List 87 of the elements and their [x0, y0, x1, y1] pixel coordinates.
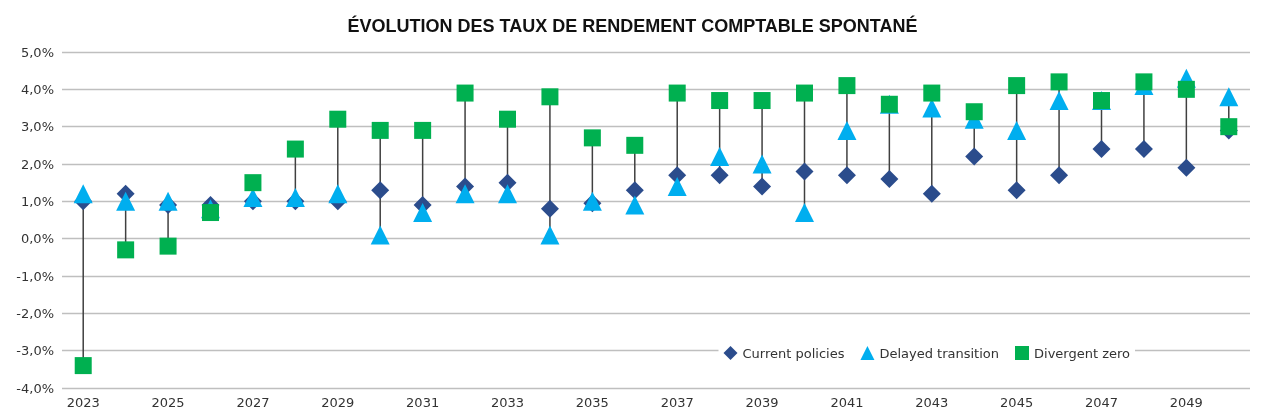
point — [1177, 158, 1196, 177]
point — [540, 225, 560, 245]
x-tick-label: 2049 — [1169, 395, 1203, 410]
x-tick-label: 2039 — [745, 395, 779, 410]
point — [668, 84, 686, 102]
point — [456, 84, 474, 102]
point — [117, 241, 135, 259]
point — [499, 110, 516, 128]
point — [837, 120, 857, 140]
point — [880, 169, 899, 188]
x-tick-label: 2041 — [830, 395, 864, 410]
x-tick-label: 2029 — [321, 395, 355, 410]
point — [752, 154, 772, 174]
x-tick-label: 2027 — [236, 395, 270, 410]
point — [710, 147, 730, 167]
y-tick-label: 4,0% — [20, 81, 54, 97]
point — [371, 121, 389, 139]
chart-title: ÉVOLUTION DES TAUX DE RENDEMENT COMPTABLE SPONTANÉ — [347, 15, 918, 36]
y-tick-label: -1,0% — [16, 268, 54, 284]
point — [796, 84, 813, 102]
y-tick-label: 1,0% — [20, 193, 54, 209]
point — [711, 92, 729, 110]
point — [667, 176, 687, 196]
point — [244, 174, 262, 192]
point — [1135, 73, 1153, 91]
y-tick-label: -2,0% — [16, 305, 54, 321]
x-tick-label: 2025 — [151, 395, 185, 410]
point — [923, 84, 941, 102]
y-tick-label: 5,0% — [20, 44, 54, 60]
x-tick-label: 2035 — [575, 395, 609, 410]
point — [73, 184, 93, 204]
x-tick-label: 2047 — [1084, 395, 1119, 410]
point — [837, 166, 856, 185]
point — [922, 184, 941, 203]
y-tick-label: -3,0% — [16, 343, 54, 359]
point — [583, 129, 601, 147]
point — [202, 204, 219, 222]
x-tick-label: 2031 — [406, 395, 440, 410]
point — [455, 184, 475, 204]
legend-label: Current policies — [742, 345, 845, 361]
point — [625, 181, 644, 200]
point — [286, 140, 304, 158]
y-tick-label: 2,0% — [20, 156, 54, 172]
point — [795, 203, 814, 223]
point — [625, 195, 645, 215]
y-tick-label: 0,0% — [20, 231, 54, 247]
legend-label: Divergent zero — [1034, 345, 1131, 361]
point — [1220, 118, 1238, 136]
point — [838, 77, 856, 95]
point — [540, 199, 559, 218]
point — [1008, 77, 1026, 95]
point — [541, 88, 559, 106]
point — [498, 184, 517, 204]
point — [370, 225, 390, 245]
point — [795, 162, 814, 181]
point — [1092, 140, 1111, 159]
point — [753, 177, 772, 196]
x-tick-label: 2043 — [915, 395, 949, 410]
point — [116, 191, 136, 211]
point — [965, 147, 984, 166]
y-tick-label: -4,0% — [16, 380, 54, 396]
point — [965, 103, 983, 121]
legend-label: Delayed transition — [879, 345, 1000, 361]
y-tick-label: 3,0% — [20, 119, 54, 135]
x-tick-label: 2033 — [490, 395, 525, 410]
point — [1050, 166, 1069, 185]
x-tick-label: 2023 — [66, 395, 100, 410]
point — [329, 110, 347, 128]
point — [626, 136, 644, 154]
point — [1134, 140, 1153, 159]
point — [414, 121, 432, 139]
point — [753, 92, 771, 110]
point — [1219, 87, 1239, 107]
point — [1007, 181, 1026, 200]
point — [1050, 73, 1068, 91]
point — [413, 203, 433, 223]
point — [328, 184, 348, 204]
point — [158, 191, 178, 211]
point — [1177, 80, 1195, 98]
point — [74, 357, 92, 375]
point — [159, 237, 177, 255]
x-tick-label: 2037 — [660, 395, 694, 410]
x-tick-label: 2045 — [1000, 395, 1034, 410]
point — [710, 166, 729, 185]
point — [371, 181, 390, 200]
point — [1007, 120, 1027, 140]
point — [1049, 91, 1069, 111]
